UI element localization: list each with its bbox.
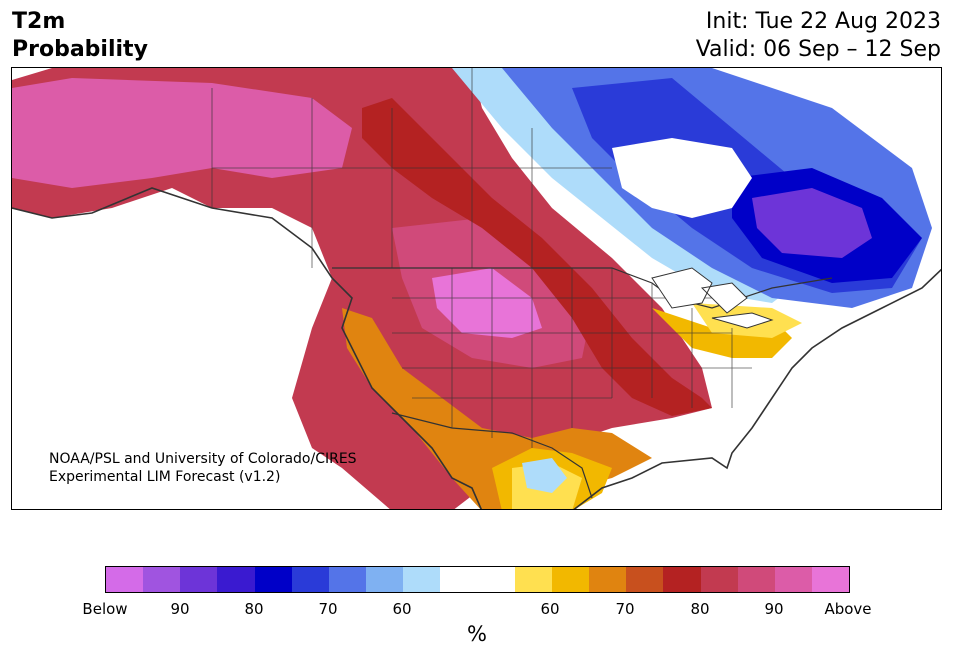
init-date: Init: Tue 22 Aug 2023 [705,9,941,34]
state-lines [392,268,752,448]
region-red-band [362,98,712,416]
colorbar-segment-19 [811,567,850,592]
title-variable: T2m [12,9,66,34]
colorbar-units: % [467,622,487,646]
colorbar-segment-18 [774,567,812,592]
region-hudson-bay [612,138,752,218]
coastline [12,187,941,509]
colorbar-segment-10 [477,567,515,592]
colorbar-segment-12 [551,567,590,592]
colorbar-segment-7 [366,567,404,592]
colorbar-segment-9 [440,567,478,592]
colorbar-segment-2 [180,567,218,592]
colorbar-segment-3 [217,567,255,592]
colorbar-label-above: Above [824,600,872,618]
region-mexico-blue [522,458,567,493]
colorbar-segment-14 [626,567,664,592]
colorbar-label-below-90: 90 [170,600,190,618]
colorbar-label-above-90: 90 [764,600,784,618]
colorbar-label-below-60: 60 [392,600,412,618]
map-title: T2m Probability [12,8,148,64]
colorbar-label-above-80: 80 [690,600,710,618]
colorbar-segment-16 [700,567,738,592]
region-rockies-pink [432,268,542,338]
colorbar-segment-17 [737,567,775,592]
credit-line-1: NOAA/PSL and University of Colorado/CIRE… [49,451,357,467]
valid-dates: Valid: 06 Sep – 12 Sep [695,37,941,62]
map-canvas [12,68,941,509]
colorbar-label-above-70: 70 [615,600,635,618]
credit-note: NOAA/PSL and University of Colorado/CIRE… [49,450,357,486]
colorbar-segment-11 [514,567,552,592]
credit-line-2: Experimental LIM Forecast (v1.2) [49,469,281,485]
region-quebec-violet [752,188,872,258]
province-lines [211,68,612,268]
title-type: Probability [12,37,148,62]
colorbar-segment-15 [663,567,701,592]
colorbar-segment-13 [589,567,627,592]
colorbar-segment-4 [254,567,292,592]
colorbar-label-below-80: 80 [244,600,264,618]
region-northwest-pink [12,78,352,188]
region-west-warm [12,68,712,509]
colorbar-label-above-60: 60 [540,600,560,618]
colorbar-segment-8 [403,567,441,592]
colorbar-segment-0 [106,567,144,592]
colorbar-label-below: Below [82,600,128,618]
colorbar-label-below-70: 70 [318,600,338,618]
colorbar-segment-1 [143,567,181,592]
great-lakes [651,267,774,329]
forecast-dates: Init: Tue 22 Aug 2023 Valid: 06 Sep – 12… [696,8,941,64]
probability-colorbar [105,566,850,593]
forecast-map [11,67,942,510]
colorbar-segment-5 [291,567,329,592]
colorbar-segment-6 [328,567,367,592]
